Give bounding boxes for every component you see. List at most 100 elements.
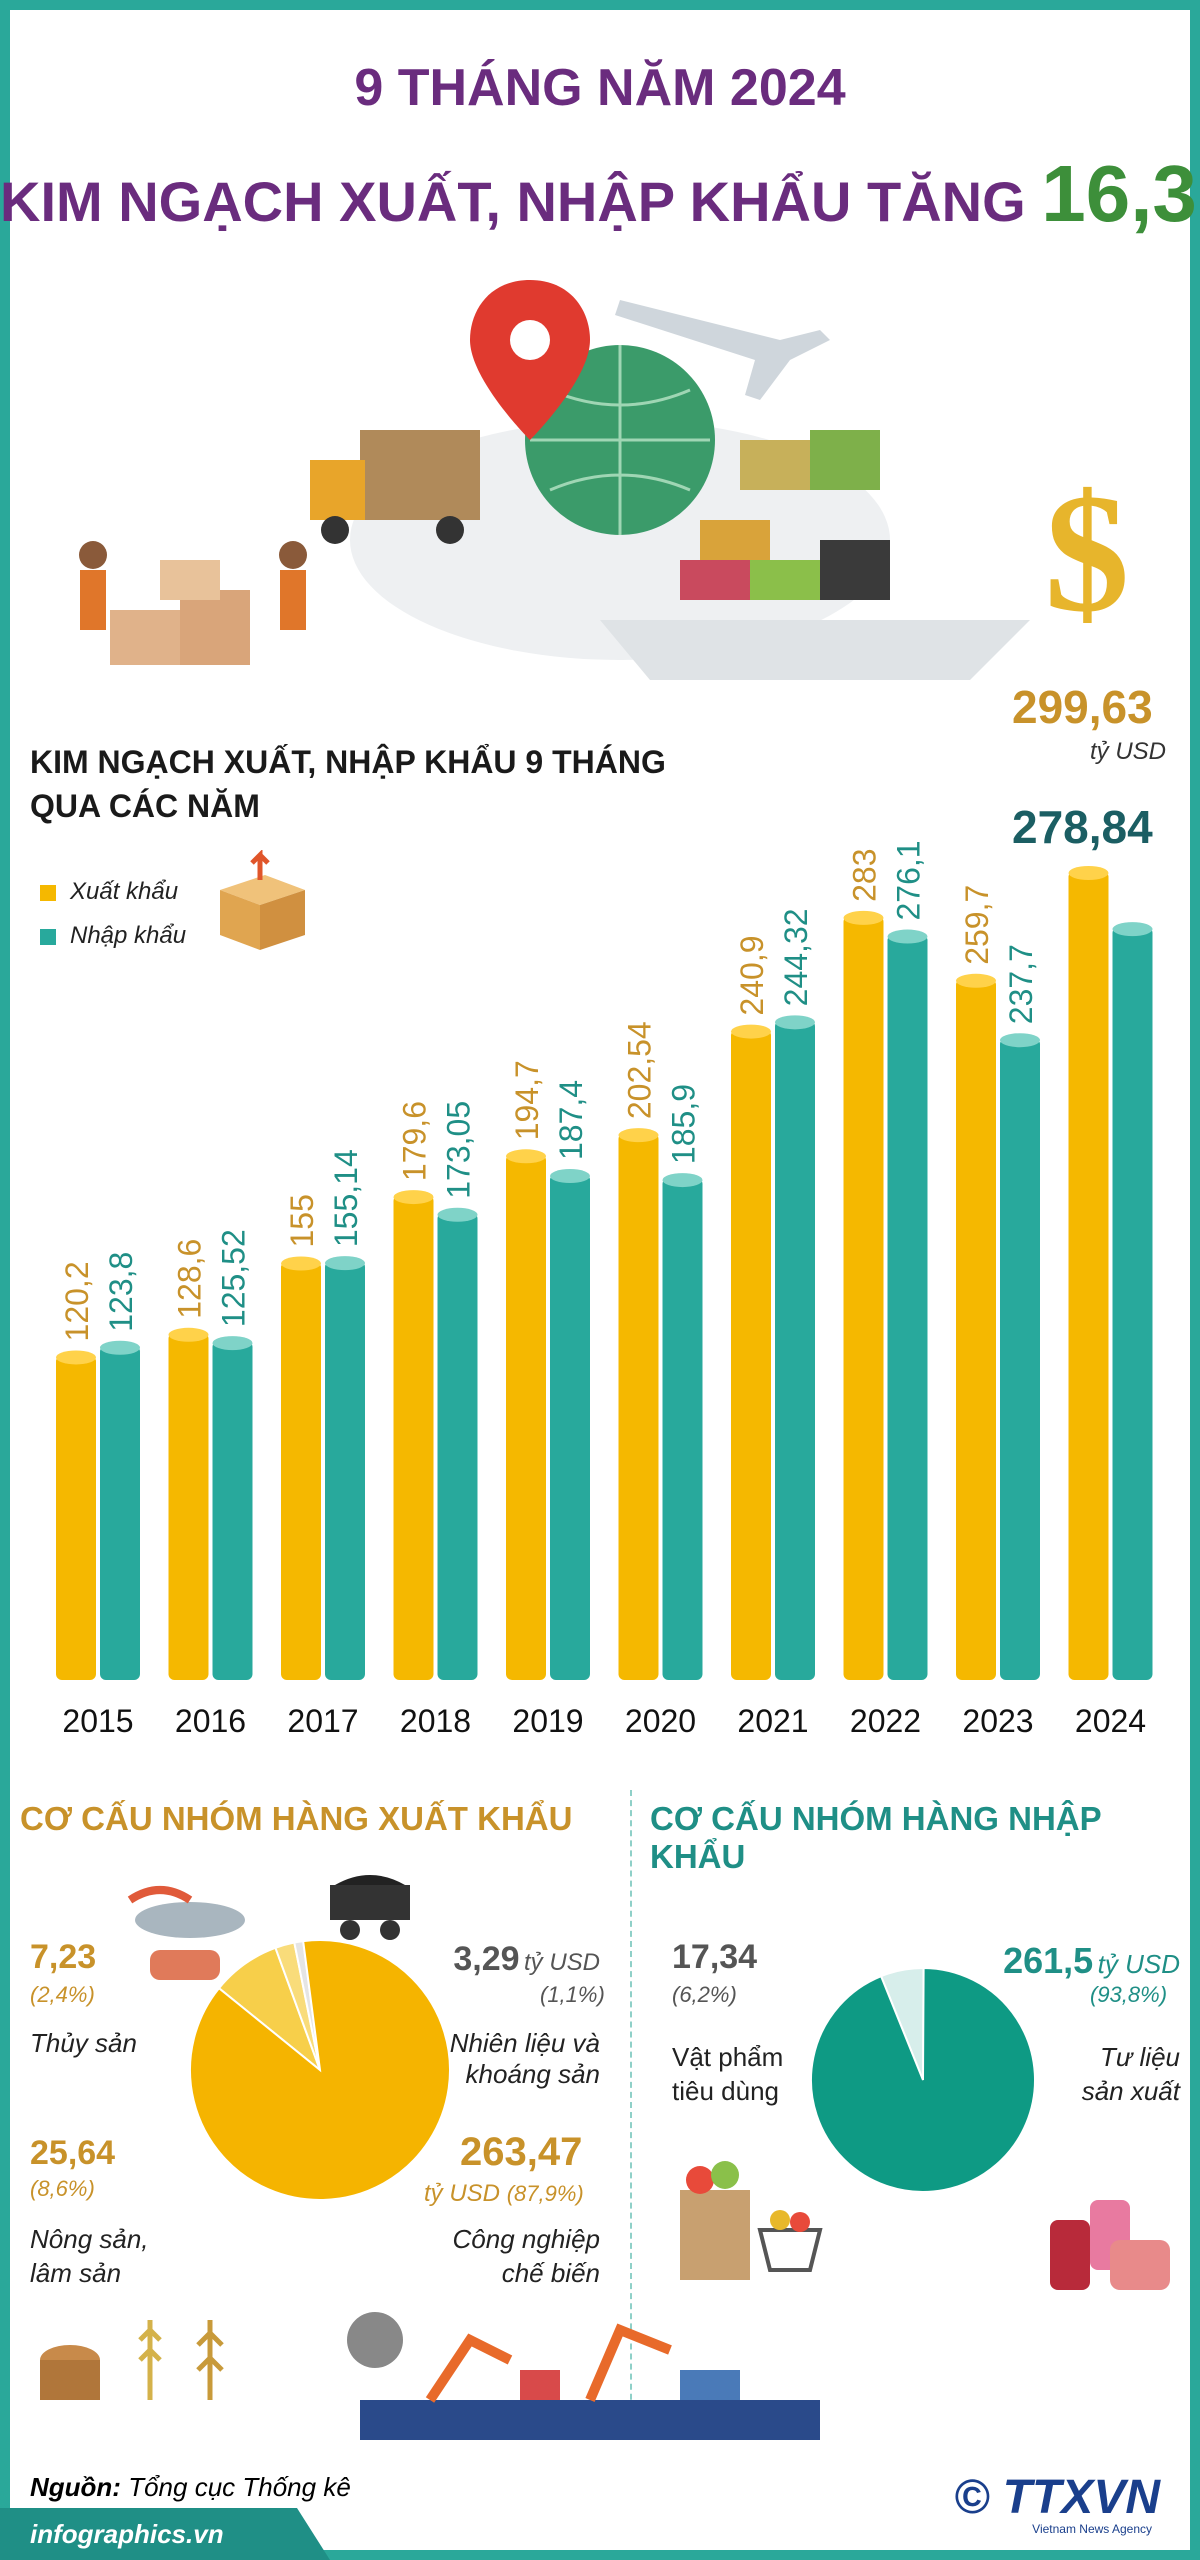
highlight-unit: tỷ USD [1090,738,1167,765]
svg-text:$: $ [1045,470,1130,640]
bar-cap-import-2019 [550,1169,590,1184]
bar-export-2016 [168,1332,209,1680]
import-consumer-label-1: Vật phẩm [672,2042,784,2072]
section-divider [630,1790,632,2430]
header-growth-value: 16,3 [1041,149,1197,238]
import-production-value: 261,5 [1003,1940,1094,1981]
import-consumer-pct: (6,2%) [672,1982,737,2007]
export-seafood-pct: (2,4%) [30,1982,95,2007]
thread-spools-icon [1050,2200,1170,2290]
export-fuel-pct: (1,1%) [540,1982,605,2007]
bar-cap-export-2022 [843,910,884,925]
import-consumer-value: 17,34 [672,1938,758,1976]
agriculture-icon [40,2320,224,2400]
import-pie-slice-1 [810,1966,1036,2193]
bar-cap-import-2018 [437,1207,478,1222]
grocery-icon [680,2161,823,2280]
legend-import-label: Nhập khẩu [70,922,187,949]
highlight-import-value: 278,84 [1012,801,1153,853]
export-processing-pct: (87,9%) [506,2181,584,2206]
bar-cap-import-2015 [100,1340,140,1355]
x-tick-2016: 2016 [175,1703,246,1739]
boxes-icon [110,560,250,665]
data-label-import-2020: 185,9 [666,1084,702,1164]
export-agri-value: 25,64 [30,2134,116,2172]
site-banner[interactable]: infographics.vn [0,2508,330,2560]
bar-cap-export-2024 [1068,865,1109,880]
data-label-export-2020: 202,54 [622,1021,658,1119]
export-processing-unit: tỷ USD [424,2180,501,2207]
bar-import-2024 [1112,927,1153,1680]
seafood-icon [127,1886,245,1980]
bar-export-2018 [393,1195,434,1680]
factory-robots-icon [347,2312,820,2440]
chart-section-title: KIM NGẠCH XUẤT, NHẬP KHẨU 9 THÁNG QUA CÁ… [30,740,666,828]
import-production-label-2: sản xuất [1081,2076,1180,2106]
data-label-import-2023: 237,7 [1003,944,1039,1024]
ship-icon [600,520,1030,680]
export-fuel-label-1: Nhiên liệu và [449,2028,600,2058]
truck-icon [310,430,480,544]
containers-icon [740,430,880,490]
data-label-import-2017: 155,14 [328,1149,364,1247]
export-agri-label-1: Nông sản, [30,2224,149,2254]
import-pie-chart [810,1966,1036,2193]
header-title-line1: 9 THÁNG NĂM 2024 [354,59,846,117]
export-processing-label-2: chế biến [501,2258,600,2288]
import-production-label: Tư liệu sản xuất [1020,2040,1180,2108]
import-consumer-label-2: tiêu dùng [672,2076,779,2106]
x-tick-2019: 2019 [512,1703,583,1739]
data-label-export-2017: 155 [284,1194,320,1247]
data-label-import-2016: 125,52 [216,1229,252,1327]
coal-cart-icon [330,1875,410,1940]
bar-import-2016 [212,1341,253,1680]
ttxvn-subtitle: Vietnam News Agency [1032,2522,1152,2536]
bar-cap-export-2015 [56,1350,96,1365]
chart-title-line1: KIM NGẠCH XUẤT, NHẬP KHẨU 9 THÁNG [30,744,666,780]
export-agri-label-2: lâm sản [30,2258,122,2288]
legend-export-swatch [40,884,56,901]
import-production-value-row: 261,5 tỷ USD [960,1940,1180,1982]
bar-import-2019 [550,1174,590,1680]
bar-export-2024 [1068,870,1109,1680]
highlight-export-value: 299,63 [1012,681,1153,733]
bar-import-2021 [775,1020,815,1680]
data-label-export-2016: 128,6 [172,1239,208,1319]
export-processing-unit-row: tỷ USD (87,9%) [424,2180,584,2208]
export-processing-label: Công nghiệp chế biến [430,2222,600,2290]
bar-import-2022 [887,934,928,1680]
import-production-pct: (93,8%) [1090,1982,1168,2007]
export-fuel-unit: tỷ USD [523,1949,600,1976]
bar-cap-export-2016 [168,1327,209,1342]
export-fuel-value: 3,29 [453,1940,520,1978]
bar-chart: 120,2 123,8 2015 128,6 125,52 2016 155 155,14 20… [56,840,1153,1739]
x-tick-2020: 2020 [625,1703,696,1739]
export-seafood-value: 7,23 [30,1938,97,1976]
bar-cap-export-2023 [956,973,996,988]
bar-cap-import-2017 [325,1256,365,1271]
data-label-import-2019: 187,4 [553,1080,589,1160]
legend-export: Xuất khẩu [40,878,178,906]
x-tick-2017: 2017 [287,1703,358,1739]
export-agri-label: Nông sản, lâm sản [30,2222,149,2290]
airplane-icon [615,300,830,400]
bar-export-2022 [843,915,884,1680]
import-production-label-1: Tư liệu [1099,2042,1180,2072]
bar-cap-import-2022 [887,929,928,944]
bar-cap-import-2023 [1000,1033,1040,1048]
data-label-import-2015: 123,8 [103,1252,139,1332]
bar-cap-import-2020 [662,1173,703,1188]
source-label: Nguồn: [30,2472,121,2502]
x-tick-2015: 2015 [62,1703,133,1739]
data-label-export-2023: 259,7 [959,885,995,965]
data-label-import-2022: 276,1 [891,840,927,920]
import-structure-title: CƠ CẤU NHÓM HÀNG NHẬP KHẨU [650,1800,1102,1875]
import-production-unit: tỷ USD [1097,1949,1180,1979]
x-tick-2021: 2021 [737,1703,808,1739]
dollar-icon: $ [1045,470,1130,640]
export-pie-slice-3 [189,1939,451,2201]
bar-export-2023 [956,978,996,1680]
legend-import-swatch [40,928,56,945]
export-processing-label-1: Công nghiệp [452,2224,600,2254]
bar-export-2020 [618,1133,659,1680]
